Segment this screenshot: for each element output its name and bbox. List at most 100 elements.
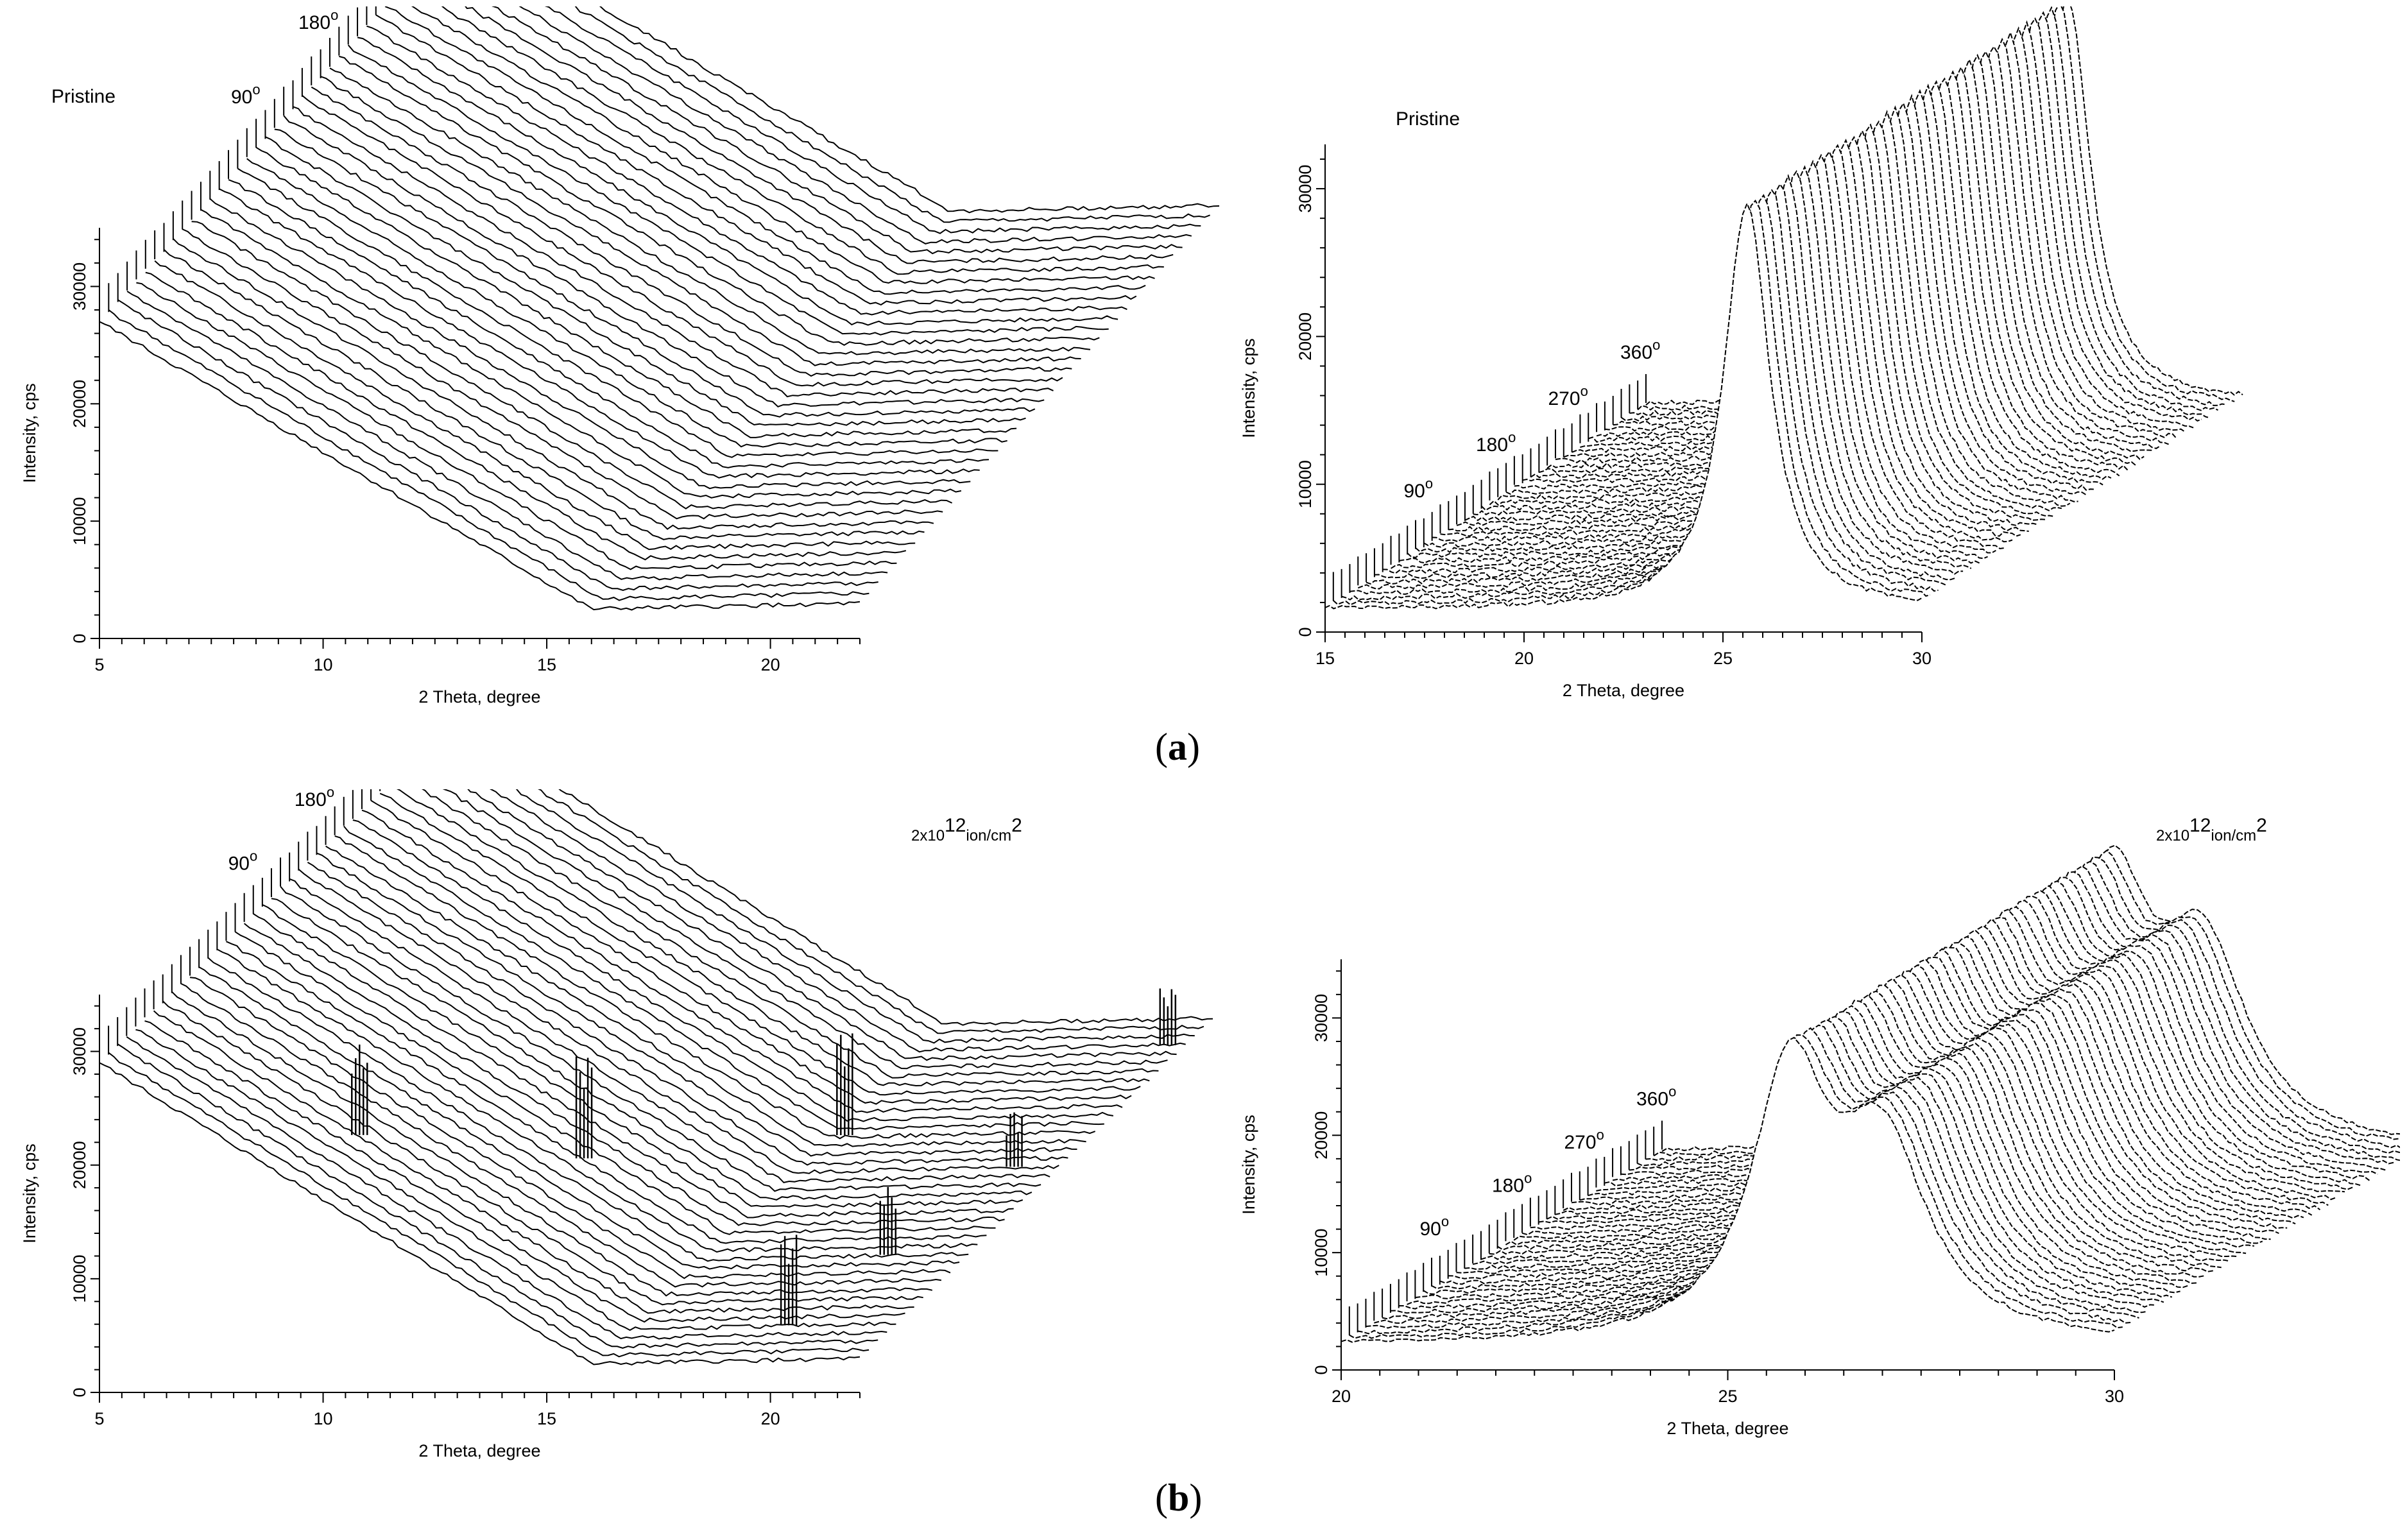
title-part: 2x10	[2156, 827, 2189, 844]
scan-trace	[209, 198, 971, 490]
depth-label-unit: o	[330, 7, 338, 23]
chart-title: Pristine	[51, 86, 116, 107]
scan-trace	[538, 789, 1204, 1034]
panel-letter-a: a	[1167, 726, 1187, 768]
chart-b-right: 20 25 30 0 10000 20000 30000 2 Theta, degree Int…	[1239, 815, 2400, 1438]
x-axis-label: 2 Theta, degree	[1666, 1419, 1788, 1438]
scan-trace	[1324, 201, 1923, 610]
depth-label-unit: o	[250, 848, 257, 864]
chart-a-right: 15 20 25 30 0 10000 20000 30000 2 Theta, degree I…	[1239, 6, 2243, 700]
y-tick-label: 10000	[70, 497, 89, 545]
scan-trace	[126, 291, 888, 581]
scan-trace	[375, 14, 1137, 306]
x-tick-label: 10	[314, 655, 333, 674]
x-axis-label: 2 Theta, degree	[418, 1441, 540, 1460]
scan-trace	[271, 898, 1032, 1201]
x-tick-label: 25	[1713, 649, 1733, 668]
depth-label-unit: o	[1508, 429, 1516, 445]
depth-label: 180o	[295, 789, 334, 810]
scan-trace	[1604, 20, 2202, 432]
scan-trace	[574, 6, 1210, 223]
scan-trace	[293, 106, 1054, 398]
y-tick-label: 10000	[70, 1254, 89, 1303]
scan-trace	[189, 977, 951, 1279]
scan-trace	[219, 188, 980, 479]
depth-label-unit: o	[1425, 475, 1433, 492]
scan-trace	[1596, 26, 2194, 437]
scan-trace	[1341, 1036, 2115, 1343]
scan-fill	[1325, 203, 1922, 632]
x-tick-label: 20	[761, 1409, 780, 1428]
scan-trace	[396, 789, 1150, 1087]
panel-label-b: (b)	[1155, 1476, 1203, 1519]
scan-trace	[1432, 135, 2029, 542]
scan-trace	[117, 1043, 878, 1349]
scan-trace	[325, 845, 1086, 1147]
scan-trace	[465, 6, 1174, 264]
scan-trace	[518, 6, 1192, 244]
y-tick-label: 0	[70, 633, 89, 643]
x-axis-label: 2 Theta, degree	[418, 687, 540, 706]
scan-trace	[544, 6, 1201, 234]
scan-trace	[307, 862, 1068, 1166]
scan-trace	[366, 25, 1127, 316]
depth-label: 90o	[228, 848, 258, 874]
scan-trace	[1349, 189, 1947, 595]
scan-trace	[352, 819, 1114, 1122]
scan-trace	[361, 809, 1123, 1113]
y-tick-label: 30000	[1296, 165, 1315, 213]
x-tick-label: 5	[94, 655, 104, 674]
x-tick-label: 10	[314, 1409, 333, 1428]
x-tick-label: 20	[761, 655, 780, 674]
y-tick-label: 0	[70, 1387, 89, 1397]
scan-trace	[316, 852, 1077, 1157]
scan-trace	[1399, 153, 1996, 564]
scan-trace	[347, 44, 1109, 336]
scan-trace	[289, 878, 1050, 1183]
y-tick-label: 30000	[1312, 994, 1331, 1042]
scan-trace	[436, 6, 1164, 275]
scan-trace	[173, 238, 934, 530]
chart-a-left: 5 10 15 20 0 10000 20000 30000 2 Theta, degree In…	[20, 6, 1219, 706]
depth-label-unit: o	[1668, 1083, 1676, 1099]
scan-trace	[311, 86, 1072, 377]
scan-fill	[1341, 1038, 2114, 1370]
scan-trace	[1588, 30, 2186, 443]
chart-b-left: 5 10 15 20 0 10000 20000 30000 2 Theta, degree In…	[20, 789, 1213, 1460]
scan-trace	[117, 299, 878, 591]
y-tick-label: 0	[1312, 1365, 1331, 1374]
depth-label-unit: o	[327, 789, 334, 800]
y-axis-label: Intensity, cps	[20, 1143, 39, 1244]
scan-trace	[126, 1036, 887, 1340]
x-tick-label: 20	[1332, 1387, 1351, 1406]
scan-trace	[163, 249, 925, 540]
depth-label-unit: o	[1652, 337, 1660, 353]
scan-trace	[99, 1062, 861, 1365]
scan-trace	[198, 966, 960, 1270]
x-tick-label: 20	[1514, 649, 1534, 668]
scan-trace	[379, 792, 1141, 1096]
scan-trace	[144, 1020, 905, 1323]
x-tick-label: 25	[1718, 1387, 1737, 1406]
scan-trace	[234, 931, 996, 1235]
x-tick-label: 15	[537, 1409, 556, 1428]
scan-trace	[302, 95, 1063, 387]
y-tick-label: 20000	[70, 1141, 89, 1189]
depth-label: 90o	[1420, 1213, 1450, 1240]
waterfall-traces	[1324, 6, 2243, 632]
scan-trace	[492, 6, 1183, 255]
depth-label-unit: o	[252, 81, 260, 98]
title-part: 12	[945, 815, 966, 836]
scan-trace	[1357, 183, 1955, 590]
scan-trace	[343, 825, 1104, 1131]
scan-trace	[108, 309, 869, 601]
scan-trace	[145, 271, 907, 561]
y-tick-label: 20000	[70, 380, 89, 428]
x-tick-label: 15	[1315, 649, 1335, 668]
scan-trace	[1563, 906, 2337, 1211]
x-tick-label: 5	[94, 1409, 104, 1428]
depth-label-unit: o	[1597, 1127, 1604, 1143]
scan-trace	[1539, 65, 2136, 474]
scan-trace	[1563, 50, 2161, 458]
y-tick-label: 20000	[1296, 312, 1315, 361]
